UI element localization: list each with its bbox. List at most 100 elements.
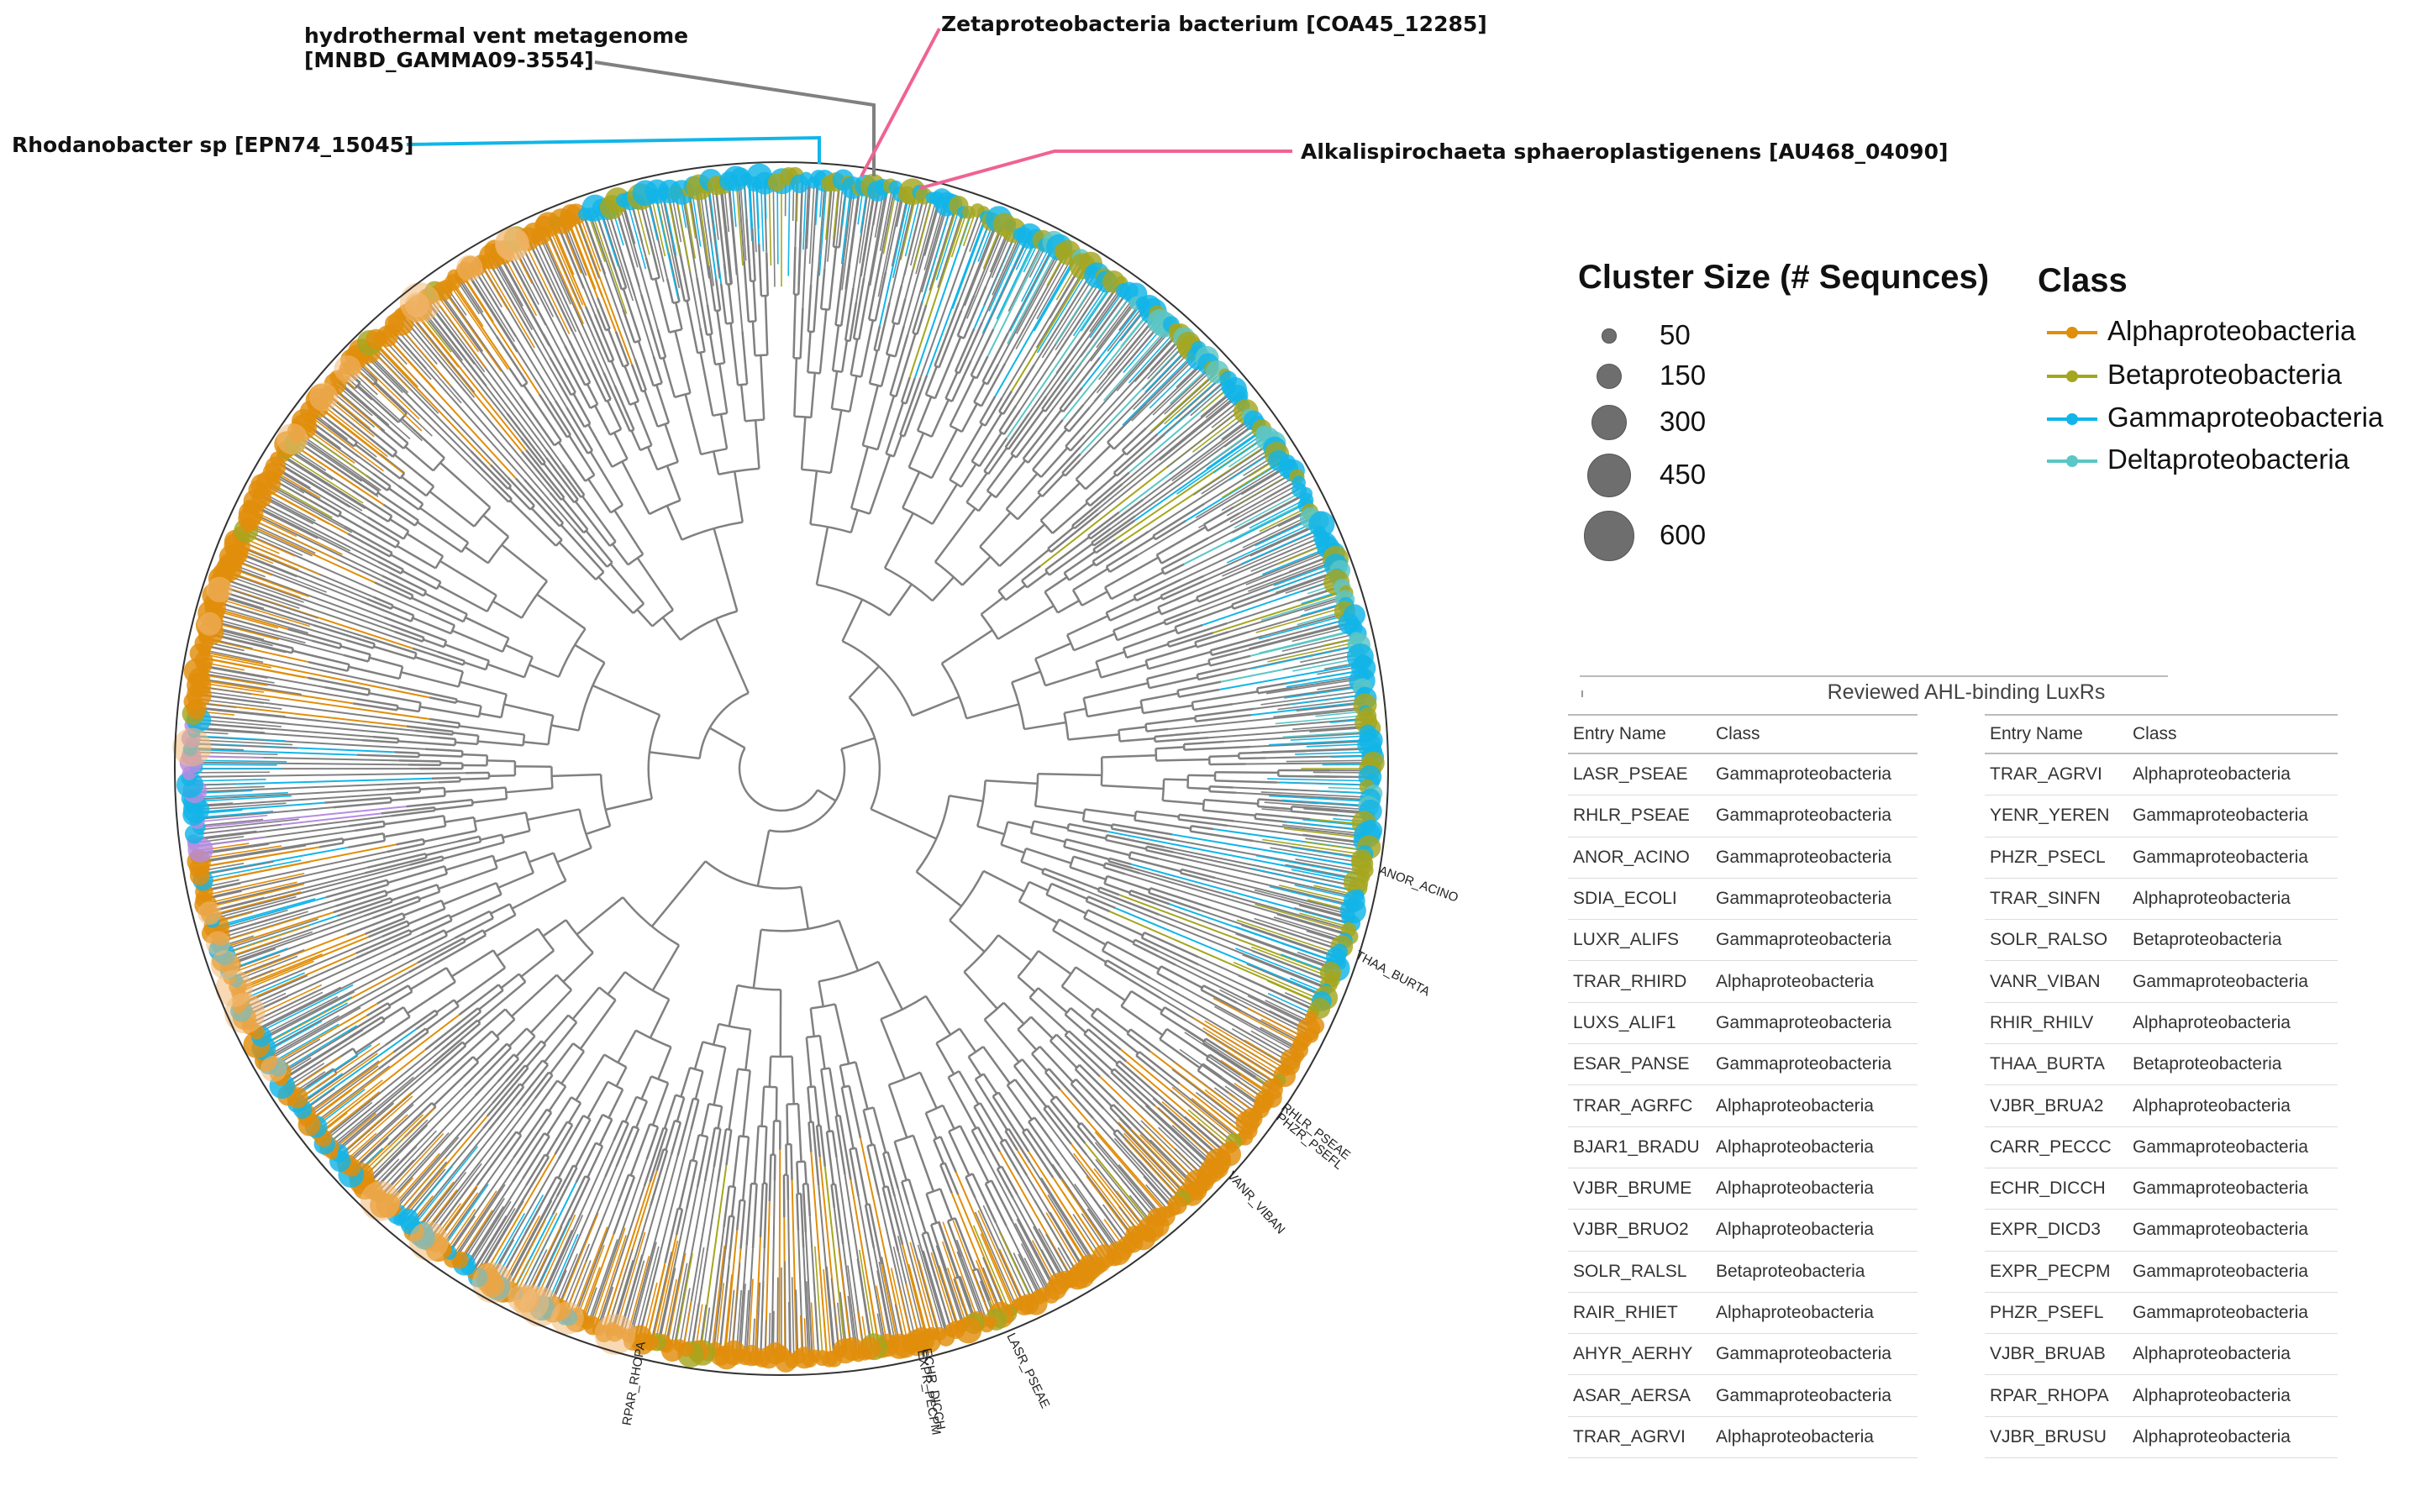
tree-branch [383,825,446,838]
tree-branch [634,358,648,391]
tree-branch [924,995,952,1036]
tree-branch [1082,697,1089,717]
tree-branch [788,1302,791,1355]
tree-branch [407,316,476,398]
tree-branch [195,774,262,778]
tree-branch [915,795,950,873]
tree-branch [1260,791,1368,798]
tree-branch [735,1200,741,1231]
tree-branch [388,487,420,511]
tree-branch [424,748,463,753]
tree-branch [1099,302,1143,359]
tree-branch [869,192,888,286]
tree-branch [1087,895,1116,910]
tree-branch [439,291,484,352]
tree-branch [521,1136,550,1180]
tree-branch [410,914,450,933]
tree-branch [471,459,513,500]
tree-branch [1100,663,1148,679]
tree-branch [823,1166,847,1353]
tree-branch [1055,1033,1101,1078]
tree-branch [589,1159,648,1326]
tip-label: VANR_VIBAN [1224,1168,1287,1236]
tree-branch [483,914,517,933]
tree-branch [297,1042,381,1101]
tree-branch [924,1112,938,1139]
tree-branch [812,1121,820,1186]
tree-branch [195,806,334,821]
tree-branch [876,395,896,450]
tree-branch [224,912,360,960]
tree-branch [739,1200,746,1249]
tree-branch [318,407,404,475]
tree-branch [664,423,679,463]
tree-branch [487,759,515,763]
tree-branch [1095,530,1150,567]
tree-branch [827,184,836,262]
tree-branch [579,999,617,1050]
tree-branch [456,280,481,315]
tree-branch [1194,707,1255,717]
tree-branch [473,1215,508,1268]
tree-branch [480,833,502,842]
tree-branch [748,320,756,323]
tree-branch [1061,453,1081,475]
callout-leader-line [406,135,821,164]
tree-branch [1129,1128,1192,1192]
tree-branch [196,706,416,732]
tree-branch [302,1053,378,1108]
tree-branch [707,186,721,279]
tree-branch [391,809,435,817]
tree-branch [384,815,445,826]
tree-branch [1174,626,1179,634]
tree-branch [1171,420,1255,482]
tree-branch [210,872,366,913]
tree-branch [509,500,557,547]
hydrothermal-callout-line2: [MNBD_GAMMA09-3554] [304,48,594,72]
tree-branch [561,464,586,496]
tree-branch [1181,868,1216,879]
tree-branch [197,811,274,819]
tree-branch [817,789,837,802]
tree-branch [324,796,392,804]
tree-branch [504,787,508,800]
tree-branch [1004,1138,1028,1177]
tip-label: ANOR_ACINO [1377,864,1460,906]
tree-branch [495,882,502,895]
tree-branch [1187,774,1216,777]
tree-branch [1213,997,1300,1045]
tree-branch [1041,473,1065,497]
tree-branch [212,864,410,917]
tree-branch [1227,1021,1292,1059]
tree-branch [1284,686,1363,699]
tree-branch [1089,471,1130,507]
tree-branch [931,576,955,602]
tree-branch [460,277,484,313]
tree-branch [1096,1007,1129,1033]
tree-branch [948,1125,961,1132]
tree-branch [487,260,533,337]
tree-branch [198,698,282,710]
tree-branch [215,607,288,630]
tree-branch [1011,265,1089,392]
tree-branch [436,884,441,893]
tree-branch [203,846,349,875]
tree-branch [1305,841,1363,851]
tree-branch [1292,722,1367,731]
tree-branch [665,1120,676,1151]
tree-branch [756,830,771,887]
tree-branch [687,187,708,305]
tree-branch [868,454,892,515]
tree-branch [809,470,818,525]
tree-branch [1092,549,1097,554]
tree-branch [236,936,369,992]
tree-branch [200,847,281,863]
tree-branch [1277,544,1324,565]
tree-branch [245,963,342,1008]
tree-branch [418,890,440,900]
tree-branch [507,485,512,491]
table-row: TRAR_SINFN Alphaproteobacteria [1985,878,2338,921]
tree-branch [649,1128,668,1183]
tree-branch [1321,638,1354,647]
tree-branch [545,228,616,386]
